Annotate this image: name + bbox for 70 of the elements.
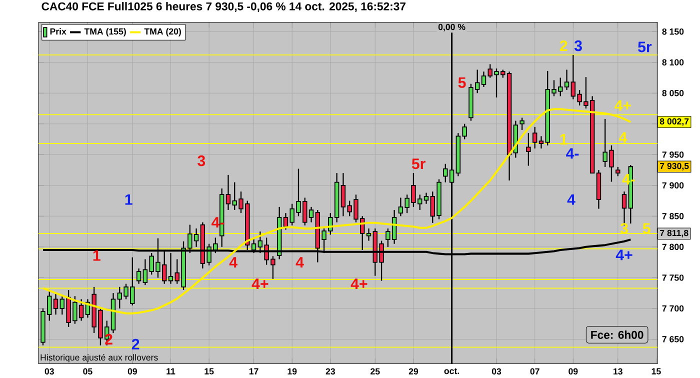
x-tick-label: 15 [204, 368, 214, 374]
y-tick-label: 7 700 [662, 305, 684, 312]
annotation: 4+ [252, 278, 268, 290]
x-tick-label: 07 [530, 368, 540, 374]
x-tick-label: 09 [128, 368, 137, 374]
x-tick-label: 05 [83, 368, 92, 374]
candlestick [520, 117, 524, 131]
candlestick [136, 268, 142, 284]
annotation: 5 [642, 223, 650, 234]
x-tick-label: 29 [408, 368, 418, 374]
annotation: 1 [560, 134, 568, 144]
candlestick [564, 69, 570, 91]
candlestick [308, 206, 314, 223]
chart-title: CAC40 FCE Full1025 6 heures 7 930,5 -0,06 % 14 oct. 2025, 16:52:37 [42, 2, 406, 12]
annotation: Fce: 6h00 [591, 330, 644, 339]
x-tick-label: 11 [166, 368, 176, 374]
annotation: 5r [638, 42, 652, 52]
x-tick-label: 15 [652, 368, 661, 374]
annotation: 4+ [350, 278, 368, 290]
text: 7 930,5 [660, 162, 689, 170]
annotation: 4+ [616, 250, 632, 260]
candlestick [366, 228, 372, 242]
annotation: Historique ajusté aux rollovers [40, 354, 158, 362]
candlestick [538, 136, 544, 150]
y-tick-label: 7 900 [662, 182, 684, 189]
x-tick-label: 25 [370, 368, 380, 374]
y-tick-label: 7 950 [662, 152, 684, 158]
candlestick [616, 166, 620, 177]
y-tick-label: 8 150 [662, 28, 684, 35]
candlestick [481, 71, 486, 88]
annotation: 1 [125, 194, 132, 205]
x-tick-label: 03 [492, 368, 502, 375]
annotation: 5r [412, 158, 426, 170]
candlestick [532, 126, 538, 150]
annotation: 3 [620, 223, 628, 234]
legend-label: TMA (20) [144, 28, 181, 36]
x-tick-label: 09 [568, 368, 578, 374]
x-tick-label: 03 [44, 368, 54, 375]
candlestick [424, 192, 429, 204]
legend-label: TMA (155) [84, 28, 126, 36]
annotation: 2 [560, 40, 568, 52]
y-tick-label: 8 100 [662, 59, 684, 66]
annotation: 4 [567, 194, 576, 205]
y-tick-label: 7 850 [662, 213, 684, 220]
x-tick-label: 17 [249, 368, 258, 374]
x-tick-label: 13 [614, 368, 622, 375]
annotation: 4 [296, 257, 304, 268]
y-tick-label: 8 050 [662, 90, 684, 96]
y-tick-label: 7 750 [662, 274, 684, 281]
legend-label: Prix [50, 28, 66, 34]
text: 8 002,7 [660, 118, 689, 126]
annotation: 5 [458, 77, 466, 88]
candlestick [53, 292, 58, 316]
x-tick-label: 23 [326, 368, 336, 375]
x-tick-label: 19 [288, 368, 297, 374]
y-tick-label: 7 650 [662, 336, 684, 342]
annotation: 4 [619, 132, 628, 143]
candlestick [526, 132, 531, 166]
x-tick-label: oct. [444, 368, 460, 374]
annotation: 4 [229, 257, 238, 268]
y-tick-label: 7 800 [662, 244, 684, 250]
annotation: 4- [566, 148, 579, 159]
candlestick [226, 174, 231, 211]
annotation: 1 [93, 250, 100, 261]
annotation: 3 [574, 40, 582, 52]
annotation: 4+ [614, 100, 631, 111]
annotation: 2 [132, 338, 140, 350]
annotation: 3 [198, 155, 206, 166]
ref-line-label: 0,00 % [438, 24, 466, 32]
text: 7 811,8 [660, 230, 688, 238]
